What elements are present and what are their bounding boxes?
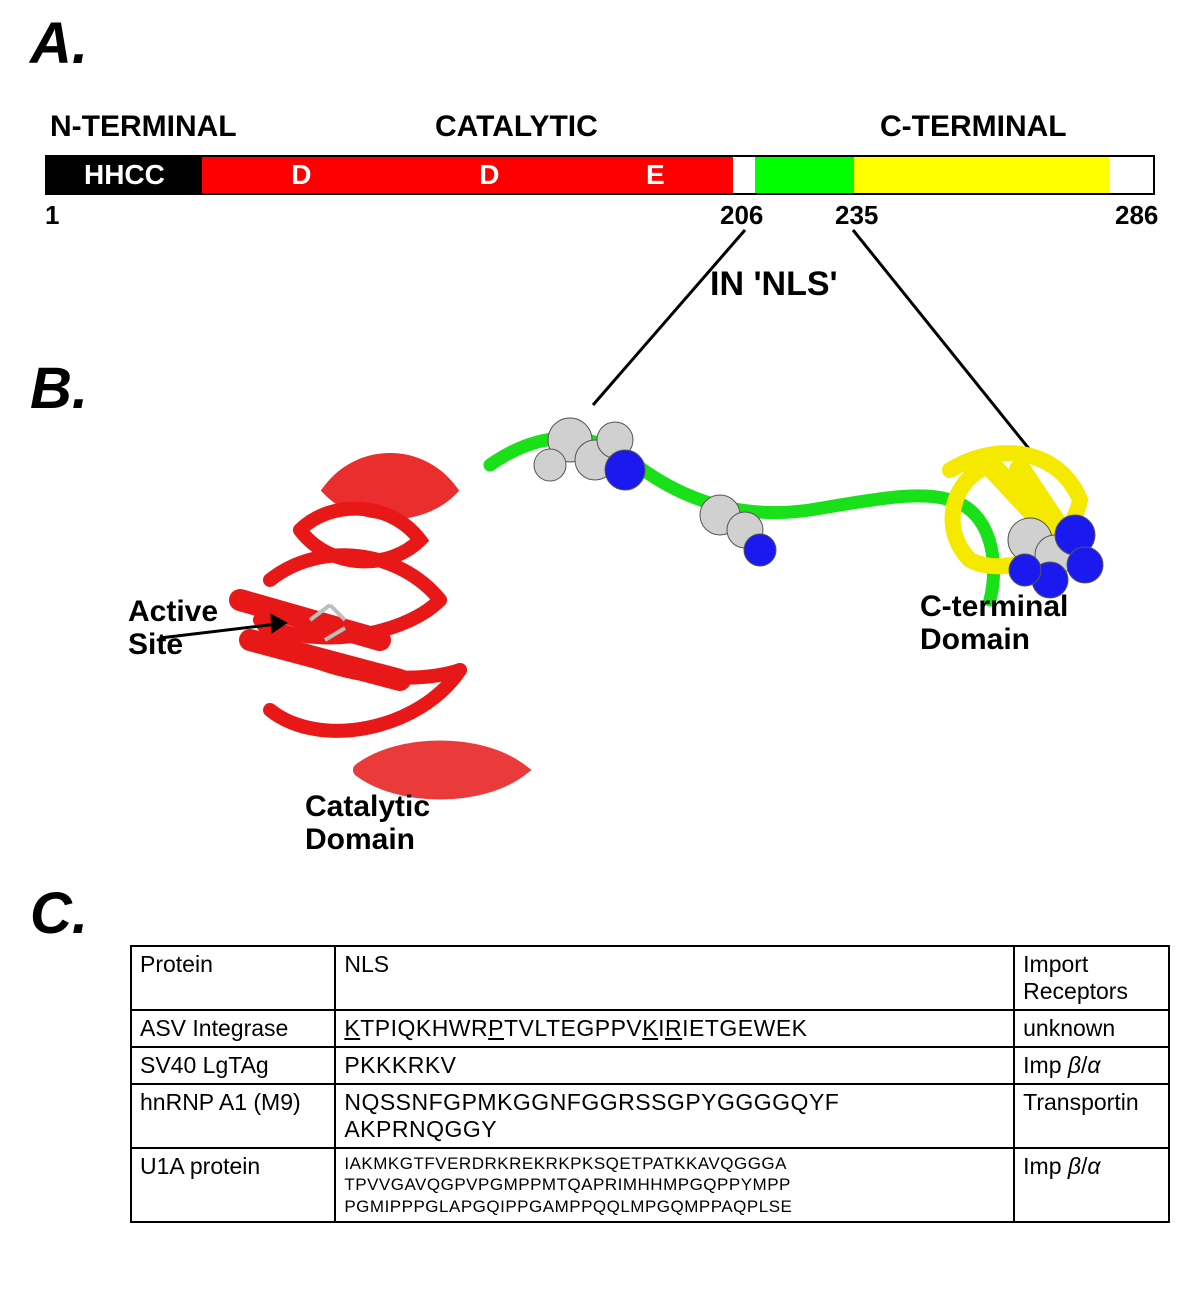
cell-nls: PKKKRKV xyxy=(335,1047,1014,1084)
bar-seg-5 xyxy=(755,157,855,193)
table-row: U1A proteinIAKMKGTFVERDRKREKRKPKSQETPATK… xyxy=(131,1148,1169,1222)
panel-b-letter: B. xyxy=(30,355,88,422)
nls-sphere xyxy=(605,450,645,490)
bar-seg-7 xyxy=(1109,157,1153,193)
th-receptors: Import Receptors xyxy=(1014,946,1169,1010)
cell-nls: NQSSNFGPMKGGNFGGRSSGPYGGGGQYFAKPRNQGGY xyxy=(335,1084,1014,1148)
nls-sphere xyxy=(744,534,776,566)
bar-pos-286: 286 xyxy=(1115,200,1158,231)
nls-sphere xyxy=(1009,554,1041,586)
cell-receptor: Imp β/α xyxy=(1014,1047,1169,1084)
cell-receptor: Imp β/α xyxy=(1014,1148,1169,1222)
label-active-site: Active Site xyxy=(128,595,218,661)
domain-bar: HHCCDDE xyxy=(45,155,1155,195)
label-n-terminal: N-TERMINAL xyxy=(50,110,237,144)
bar-seg-4 xyxy=(733,157,755,193)
th-protein: Protein xyxy=(131,946,335,1010)
cell-nls: IAKMKGTFVERDRKREKRKPKSQETPATKKAVQGGGATPV… xyxy=(335,1148,1014,1222)
table-row: ASV IntegraseKTPIQKHWRPTVLTEGPPVKIRIETGE… xyxy=(131,1010,1169,1047)
nls-sphere xyxy=(534,449,566,481)
label-c-terminal: C-TERMINAL xyxy=(880,110,1067,144)
bar-seg-0: HHCC xyxy=(47,157,202,193)
nls-sphere xyxy=(1067,547,1103,583)
nls-table: Protein NLS Import Receptors ASV Integra… xyxy=(130,945,1170,1223)
label-catalytic: CATALYTIC xyxy=(435,110,598,144)
bar-seg-6 xyxy=(854,157,1108,193)
bar-pos-1: 1 xyxy=(45,200,59,231)
bar-seg-3: E xyxy=(578,157,733,193)
cell-protein: U1A protein xyxy=(131,1148,335,1222)
cell-nls: KTPIQKHWRPTVLTEGPPVKIRIETGEWEK xyxy=(335,1010,1014,1047)
label-cterm-domain: C-terminal Domain xyxy=(920,590,1068,656)
bar-pos-206: 206 xyxy=(720,200,763,231)
th-nls: NLS xyxy=(335,946,1014,1010)
label-catalytic-domain: Catalytic Domain xyxy=(305,790,430,856)
label-in-nls: IN 'NLS' xyxy=(710,265,838,304)
cell-receptor: unknown xyxy=(1014,1010,1169,1047)
bar-seg-1: D xyxy=(202,157,401,193)
panel-c-letter: C. xyxy=(30,880,88,947)
cell-receptor: Transportin xyxy=(1014,1084,1169,1148)
bar-seg-2: D xyxy=(401,157,578,193)
table-row: hnRNP A1 (M9)NQSSNFGPMKGGNFGGRSSGPYGGGGQ… xyxy=(131,1084,1169,1148)
cell-protein: SV40 LgTAg xyxy=(131,1047,335,1084)
cell-protein: hnRNP A1 (M9) xyxy=(131,1084,335,1148)
bar-pos-235: 235 xyxy=(835,200,878,231)
cell-protein: ASV Integrase xyxy=(131,1010,335,1047)
panel-a-letter: A. xyxy=(30,10,88,77)
table-row: SV40 LgTAgPKKKRKVImp β/α xyxy=(131,1047,1169,1084)
